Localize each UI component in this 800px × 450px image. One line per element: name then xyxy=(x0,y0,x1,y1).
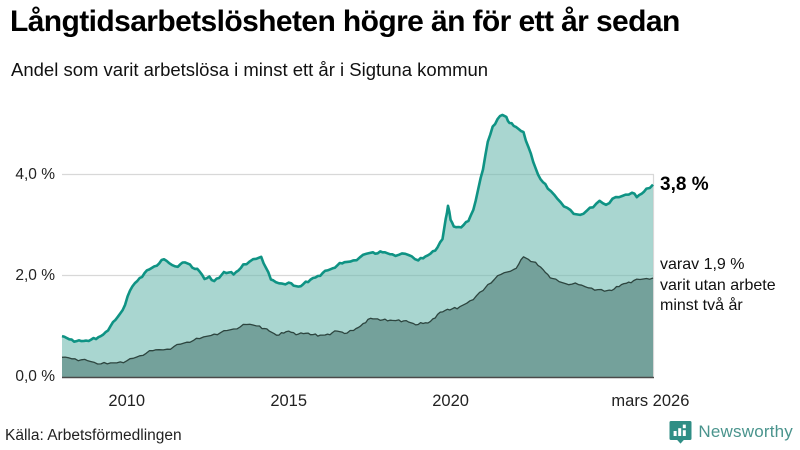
two-year-annotation: varav 1,9 % varit utan arbete minst två … xyxy=(660,255,776,317)
newsworthy-logo-icon xyxy=(669,421,692,444)
two-year-annotation-line3: minst två år xyxy=(660,297,743,314)
source-credit: Källa: Arbetsförmedlingen xyxy=(5,427,182,444)
two-year-annotation-line1: varav 1,9 % xyxy=(660,256,745,273)
page-title: Långtidsarbetslösheten högre än för ett … xyxy=(10,5,680,38)
two-year-series-area xyxy=(62,256,653,377)
two-year-annotation-line2: varit utan arbete xyxy=(660,276,776,294)
two-year-series-line xyxy=(61,256,654,365)
chart-subtitle: Andel som varit arbetslösa i minst ett å… xyxy=(11,59,489,80)
latest-value-label: 3,8 % xyxy=(660,174,709,195)
total-series-line xyxy=(61,113,654,343)
newsworthy-brand: Newsworthy xyxy=(669,420,793,444)
newsworthy-brand-text: Newsworthy xyxy=(698,422,793,441)
